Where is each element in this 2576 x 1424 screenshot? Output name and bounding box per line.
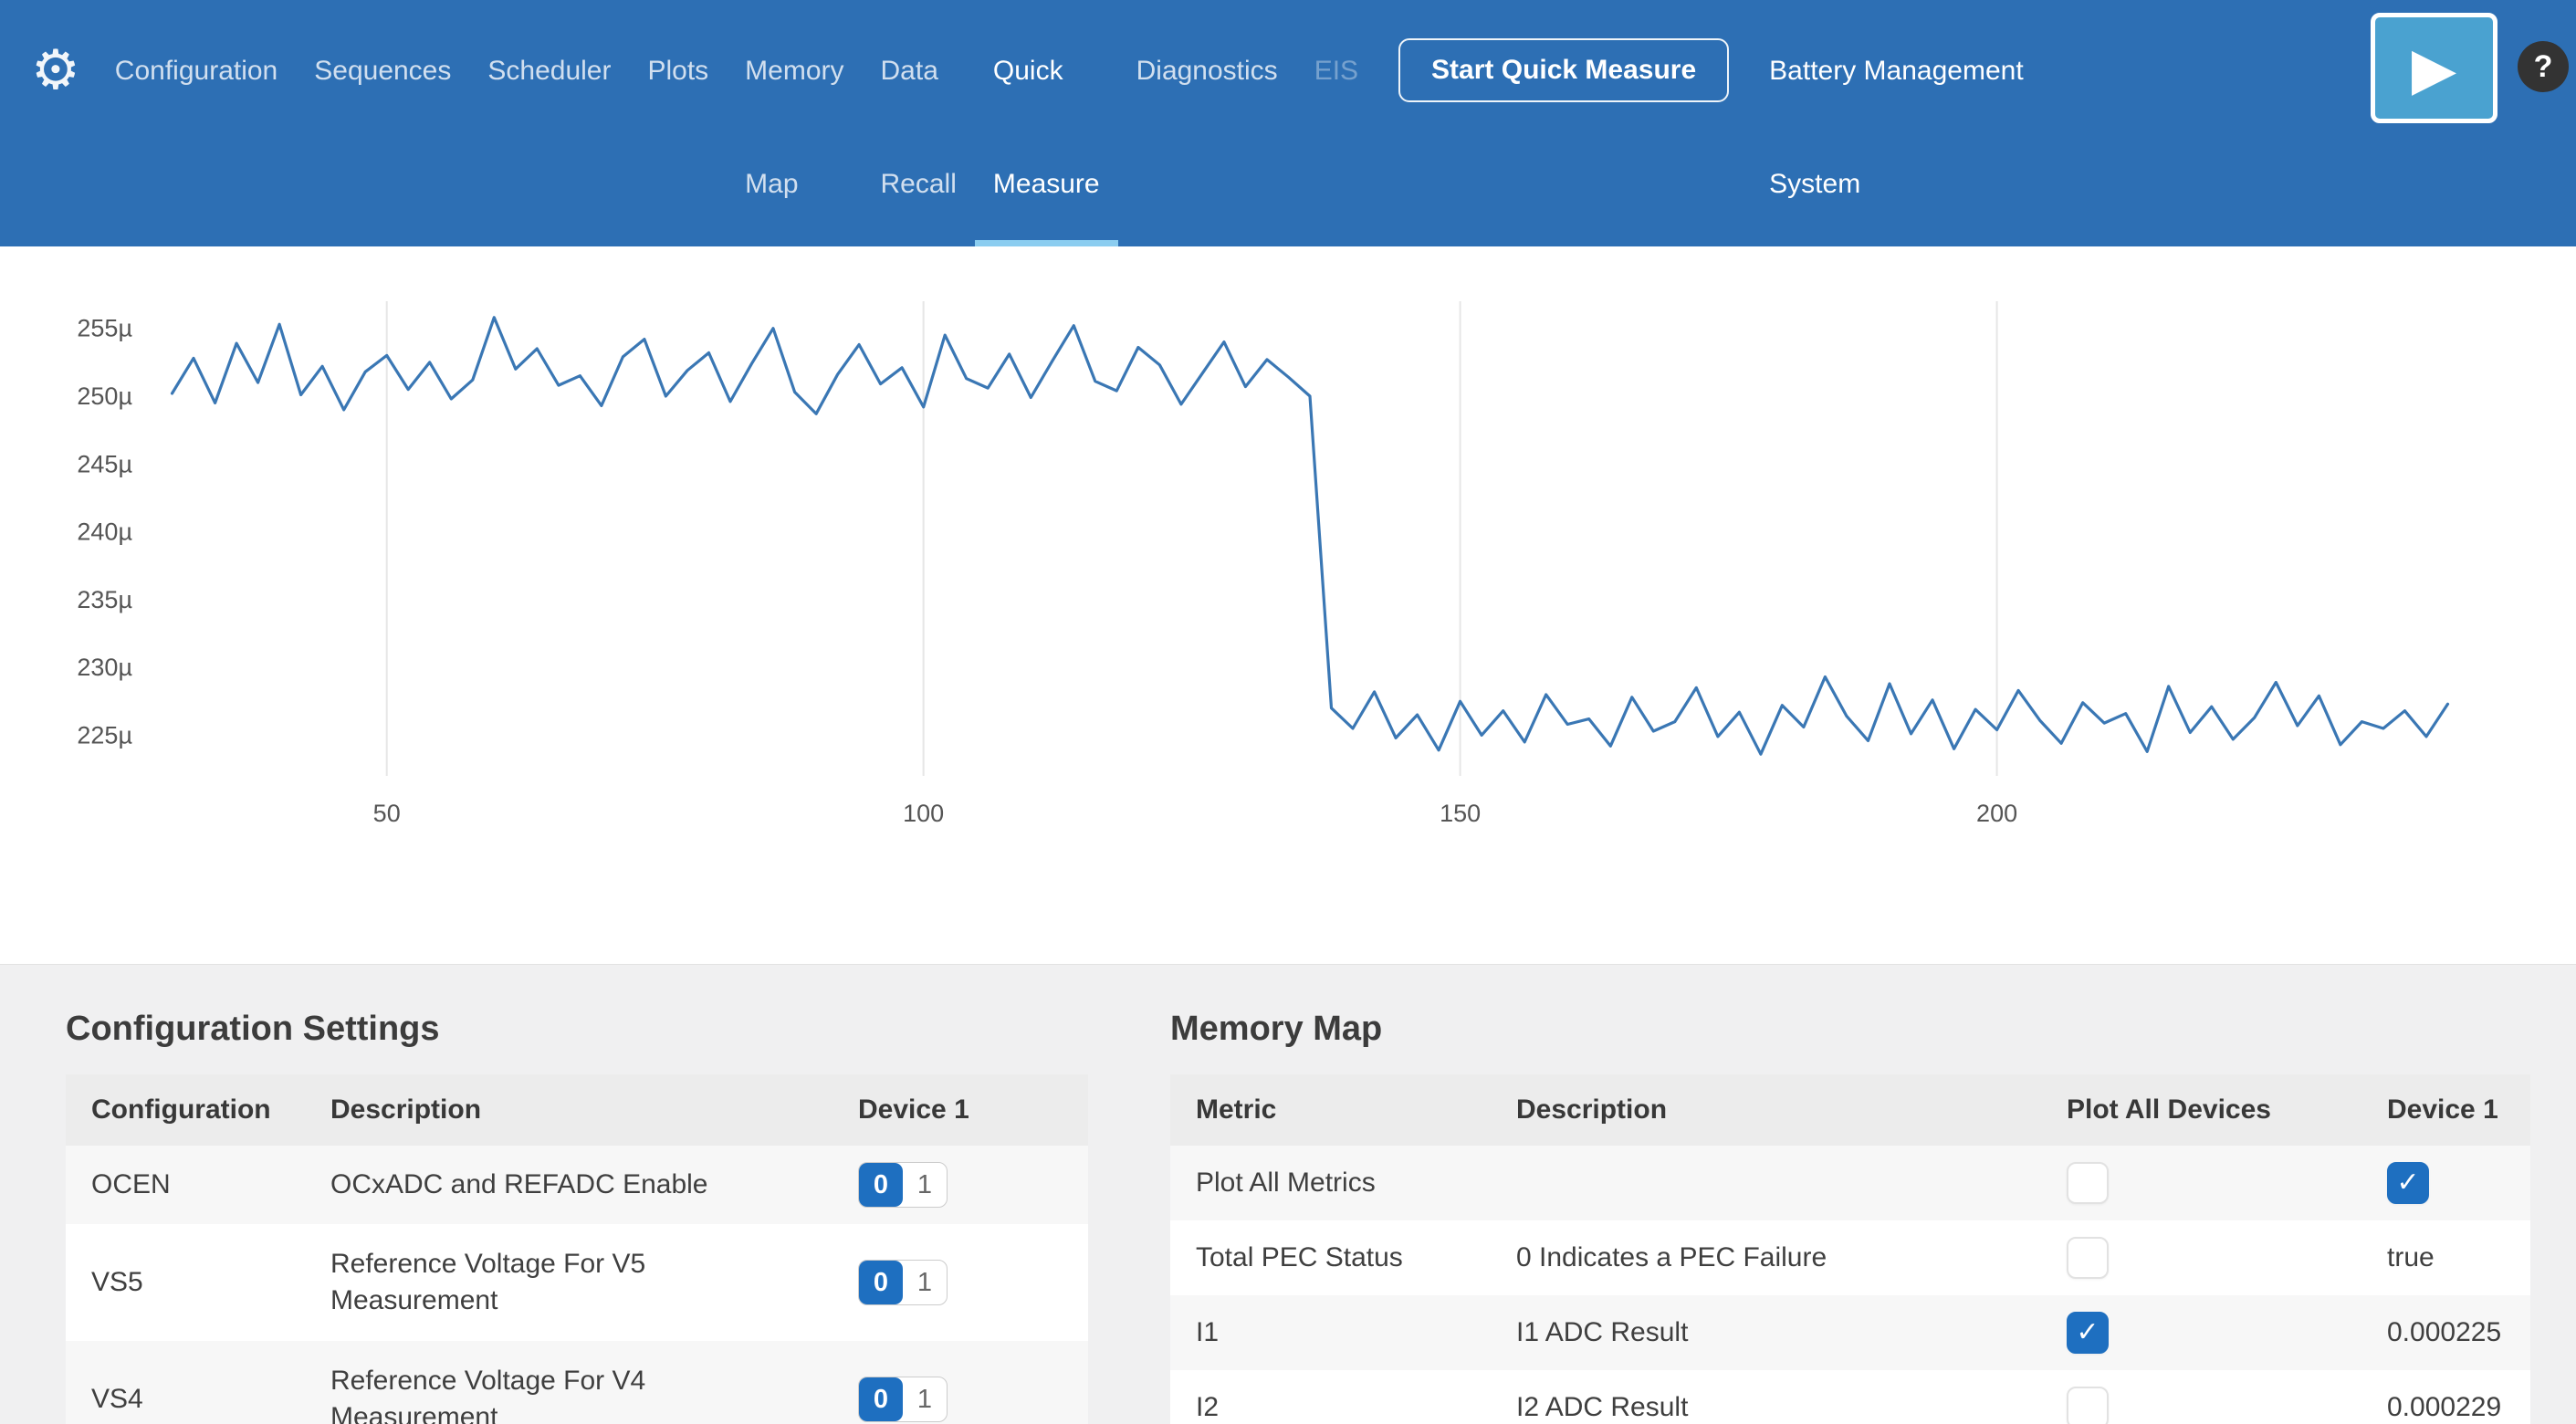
column-header: Description <box>1516 1094 1668 1125</box>
column-header: Plot All Devices <box>2067 1094 2271 1125</box>
nav-item-quick-measure[interactable]: Quick Measure <box>975 0 1118 246</box>
nav-item-configuration[interactable]: Configuration <box>114 56 278 86</box>
question-mark-icon: ? <box>2533 48 2553 84</box>
config-name: OCEN <box>91 1169 171 1199</box>
metric-description: 0 Indicates a PEC Failure <box>1516 1242 1827 1272</box>
start-quick-measure-button[interactable]: Start Quick Measure <box>1398 38 1730 102</box>
nav-item-data-recall[interactable]: Data Recall <box>880 56 957 199</box>
vs5-value-toggle[interactable]: 0 1 <box>858 1260 948 1305</box>
table-row: VS5 Reference Voltage For V5 Measurement… <box>66 1224 1088 1341</box>
nav-item-eis[interactable]: EIS <box>1314 56 1359 86</box>
table-row: I2 I2 ADC Result ✓ 0.000229 <box>1170 1370 2530 1424</box>
device1-value: 0.000229 <box>2387 1392 2502 1422</box>
top-navbar: ⚙ Configuration Sequences Scheduler Plot… <box>0 0 2576 246</box>
config-description: Reference Voltage For V5 Measurement <box>330 1249 646 1315</box>
table-row: I1 I1 ADC Result ✓ 0.000225 <box>1170 1295 2530 1370</box>
toggle-option-1[interactable]: 1 <box>916 1268 933 1297</box>
memory-map-title: Memory Map <box>1170 1010 1383 1048</box>
metric-name: I2 <box>1196 1392 1220 1422</box>
metric-name: Plot All Metrics <box>1196 1167 1376 1198</box>
memory-map-table: Metric Description Plot All Devices Devi… <box>1170 1074 2530 1424</box>
table-header-row: Metric Description Plot All Devices Devi… <box>1170 1074 2530 1146</box>
metric-name: Total PEC Status <box>1196 1242 1403 1272</box>
svg-text:255µ: 255µ <box>77 315 132 342</box>
ocen-value-toggle[interactable]: 0 1 <box>858 1162 948 1208</box>
nav-item-plots[interactable]: Plots <box>647 56 709 86</box>
nav-item-scheduler[interactable]: Scheduler <box>487 56 612 86</box>
config-description: Reference Voltage For V4 Measurement <box>330 1366 646 1424</box>
table-row: Total PEC Status 0 Indicates a PEC Failu… <box>1170 1220 2530 1295</box>
column-header: Device 1 <box>858 1094 969 1125</box>
svg-text:250µ: 250µ <box>77 382 132 410</box>
vs4-value-toggle[interactable]: 0 1 <box>858 1377 948 1422</box>
play-icon: ▶ <box>2411 35 2457 101</box>
device1-value: 0.000225 <box>2387 1317 2502 1347</box>
nav-item-battery-management-system[interactable]: Battery Management System <box>1769 56 2024 199</box>
svg-text:235µ: 235µ <box>77 586 132 613</box>
toggle-option-0[interactable]: 0 <box>859 1377 903 1421</box>
metric-description <box>1491 1170 2041 1196</box>
lower-panels: Configuration Settings Configuration Des… <box>0 964 2576 1424</box>
help-button[interactable]: ? <box>2518 41 2569 92</box>
column-header: Device 1 <box>2387 1094 2498 1125</box>
column-header: Configuration <box>91 1094 271 1125</box>
svg-text:225µ: 225µ <box>77 721 132 749</box>
svg-text:150: 150 <box>1440 800 1481 827</box>
nav-item-memory-map[interactable]: Memory Map <box>745 56 844 199</box>
toggle-option-0[interactable]: 0 <box>859 1163 903 1207</box>
plot-all-devices-checkbox[interactable]: ✓ <box>2067 1162 2109 1204</box>
plot-all-devices-checkbox[interactable]: ✓ <box>2067 1312 2109 1354</box>
column-header: Metric <box>1196 1094 1277 1125</box>
nav-item-diagnostics[interactable]: Diagnostics <box>1136 56 1278 86</box>
toggle-option-1[interactable]: 1 <box>916 1170 933 1199</box>
nav-item-sequences[interactable]: Sequences <box>314 56 452 86</box>
settings-gear-button[interactable]: ⚙ <box>31 0 80 246</box>
svg-text:240µ: 240µ <box>77 518 132 546</box>
svg-text:100: 100 <box>903 800 944 827</box>
configuration-settings-table: Configuration Description Device 1 OCEN … <box>66 1074 1088 1424</box>
config-name: VS4 <box>91 1384 143 1414</box>
svg-text:200: 200 <box>1976 800 2017 827</box>
check-icon: ✓ <box>2076 1317 2100 1347</box>
device1-value: true <box>2387 1242 2435 1272</box>
memory-map-panel: Memory Map Metric Description Plot All D… <box>1170 1009 2530 1424</box>
check-icon: ✓ <box>2396 1167 2420 1198</box>
configuration-settings-panel: Configuration Settings Configuration Des… <box>66 1009 1088 1424</box>
configuration-settings-title: Configuration Settings <box>66 1010 440 1048</box>
gear-icon: ⚙ <box>31 39 80 100</box>
svg-text:50: 50 <box>373 800 401 827</box>
column-header: Description <box>330 1094 482 1125</box>
svg-text:245µ: 245µ <box>77 450 132 477</box>
table-row: VS4 Reference Voltage For V4 Measurement… <box>66 1341 1088 1424</box>
table-row: Plot All Metrics ✓ ✓ <box>1170 1146 2530 1220</box>
measurement-chart-section: 50 100 150 200 225µ 230µ 235µ 240µ 245µ 250µ 255µ <box>0 274 2576 964</box>
svg-text:230µ: 230µ <box>77 654 132 681</box>
metric-description: I2 ADC Result <box>1516 1392 1689 1422</box>
config-description: OCxADC and REFADC Enable <box>330 1169 708 1199</box>
plot-all-devices-checkbox[interactable]: ✓ <box>2067 1237 2109 1279</box>
toggle-option-1[interactable]: 1 <box>916 1385 933 1414</box>
metric-name: I1 <box>1196 1317 1220 1347</box>
table-row: OCEN OCxADC and REFADC Enable 0 1 <box>66 1146 1088 1224</box>
toggle-option-0[interactable]: 0 <box>859 1261 903 1304</box>
device1-checkbox[interactable]: ✓ <box>2387 1162 2429 1204</box>
config-name: VS5 <box>91 1267 143 1297</box>
run-play-button[interactable]: ▶ <box>2371 13 2497 123</box>
plot-all-devices-checkbox[interactable]: ✓ <box>2067 1387 2109 1424</box>
table-header-row: Configuration Description Device 1 <box>66 1074 1088 1146</box>
metric-description: I1 ADC Result <box>1516 1317 1689 1347</box>
measurement-line-chart: 50 100 150 200 225µ 230µ 235µ 240µ 245µ 250µ 255µ <box>77 301 2450 827</box>
